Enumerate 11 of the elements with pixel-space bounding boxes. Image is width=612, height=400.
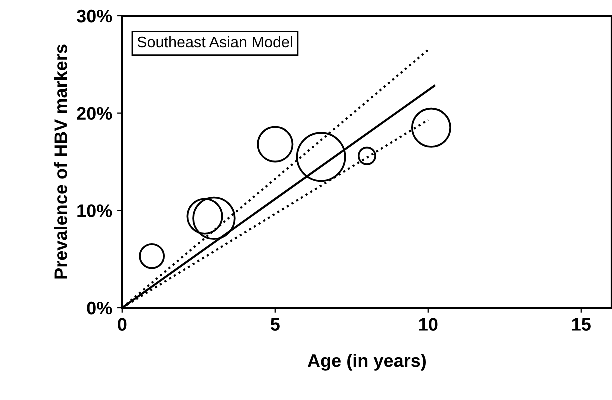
y-tick-label: 10% [78, 204, 112, 218]
x-tick-label: 15 [572, 318, 591, 331]
y-axis-title: Prevalence of HBV markers [54, 44, 68, 279]
x-tick-label: 0 [118, 318, 127, 331]
x-tick-label: 5 [270, 318, 280, 331]
annotation: Southeast Asian Model [138, 36, 292, 48]
x-axis-title: Age (in years) [308, 354, 426, 371]
y-tick-label: 30% [76, 10, 112, 23]
y-tick-label: 20% [77, 107, 112, 120]
y-tick-label: 0% [87, 302, 112, 315]
x-tick-label: 10 [419, 318, 438, 331]
